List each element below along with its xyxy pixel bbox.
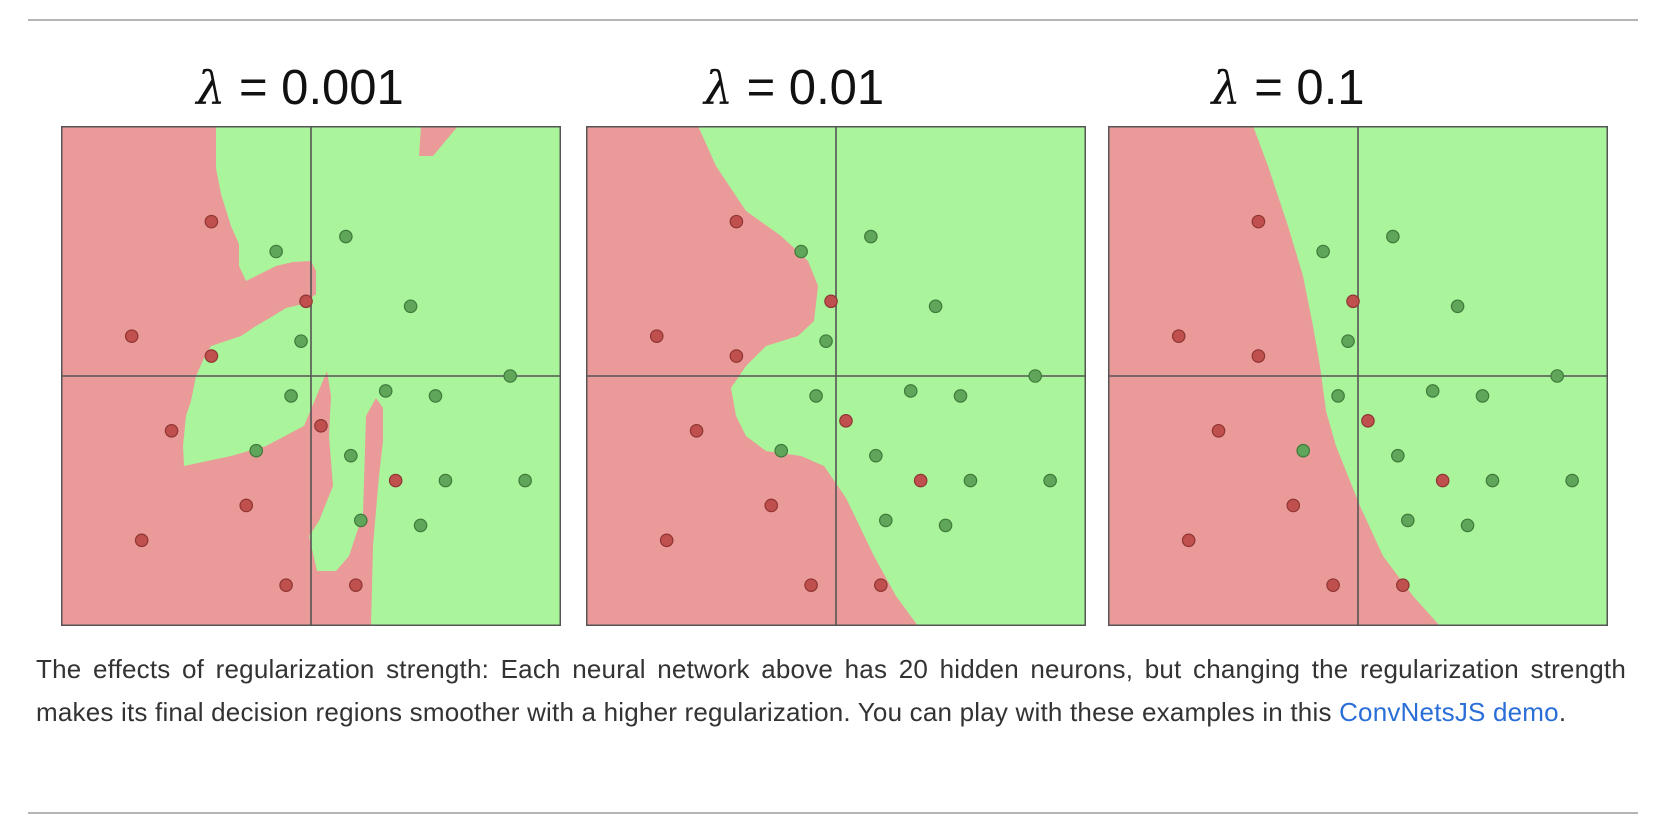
green-data-point: [249, 443, 264, 458]
green-data-point: [809, 389, 823, 403]
green-data-point: [294, 334, 308, 348]
green-data-point: [1565, 473, 1579, 488]
red-data-point: [874, 578, 888, 592]
red-data-point: [124, 329, 139, 343]
green-data-point: [1316, 244, 1330, 259]
red-data-point: [299, 294, 313, 309]
red-data-point: [134, 533, 149, 548]
top-divider: [28, 19, 1638, 21]
red-data-point: [839, 414, 853, 428]
figure-caption: The effects of regularization strength: …: [36, 648, 1626, 734]
green-data-point: [1028, 369, 1042, 383]
lambda-symbol: λ: [1211, 61, 1241, 115]
red-region: [419, 126, 458, 156]
red-region: [61, 126, 383, 626]
green-data-point: [774, 443, 789, 458]
red-data-point: [1251, 214, 1266, 229]
red-data-point: [204, 349, 219, 363]
green-data-point: [1550, 369, 1564, 383]
caption-text: The effects of regularization strength: …: [36, 654, 1626, 727]
red-data-point: [659, 533, 674, 548]
red-data-point: [204, 214, 219, 229]
green-data-point: [1341, 334, 1355, 348]
decision-plot-lambda-0.1: [1108, 126, 1608, 626]
caption-period: .: [1558, 697, 1567, 727]
panel-title-3: λ = 0.1: [1038, 58, 1538, 118]
red-data-point: [804, 578, 818, 592]
plot-frame: [1108, 126, 1608, 626]
plot-frame: [61, 126, 561, 626]
red-region: [586, 126, 918, 626]
green-data-point: [344, 448, 358, 463]
green-data-point: [269, 244, 283, 259]
green-data-point: [353, 513, 368, 528]
red-data-point: [1435, 473, 1450, 488]
green-data-point: [518, 473, 532, 488]
green-data-point: [403, 299, 418, 314]
red-data-point: [1171, 329, 1186, 343]
green-data-point: [938, 518, 953, 533]
green-data-point: [1296, 443, 1311, 458]
green-data-point: [1043, 473, 1057, 488]
green-data-point: [438, 473, 453, 488]
green-data-point: [413, 518, 428, 533]
green-data-point: [284, 389, 298, 403]
green-data-point: [953, 389, 968, 403]
green-data-point: [428, 389, 443, 403]
red-data-point: [349, 578, 363, 592]
red-data-point: [729, 349, 744, 363]
green-data-point: [1450, 299, 1465, 314]
green-data-point: [1391, 448, 1405, 463]
red-data-point: [1326, 578, 1340, 592]
convnetjs-demo-link[interactable]: ConvNetsJS demo: [1339, 697, 1559, 727]
red-data-point: [279, 578, 293, 592]
red-data-point: [1396, 578, 1410, 592]
red-data-point: [689, 423, 704, 438]
decision-plot-lambda-0.01: [586, 126, 1086, 626]
green-data-point: [1475, 389, 1490, 403]
decision-plot-lambda-0.001: [61, 126, 561, 626]
red-data-point: [1346, 294, 1360, 309]
green-data-point: [1331, 389, 1345, 403]
red-data-point: [388, 473, 403, 488]
title-value: = 0.001: [225, 61, 404, 115]
red-data-point: [649, 329, 664, 343]
red-data-point: [1286, 498, 1301, 513]
red-data-point: [164, 423, 179, 438]
green-data-point: [903, 384, 918, 398]
green-data-point: [878, 513, 893, 528]
green-data-point: [1460, 518, 1475, 533]
green-data-point: [963, 473, 978, 488]
green-data-point: [1400, 513, 1415, 528]
green-data-point: [864, 229, 878, 244]
green-data-point: [1386, 229, 1400, 244]
green-data-point: [503, 369, 517, 383]
red-data-point: [1211, 423, 1226, 438]
bottom-divider: [28, 812, 1638, 814]
red-data-point: [314, 418, 328, 433]
green-data-point: [378, 384, 393, 398]
green-data-point: [339, 229, 353, 244]
title-value: = 0.1: [1240, 61, 1365, 115]
plot-frame: [586, 126, 1086, 626]
green-data-point: [1485, 473, 1500, 488]
red-data-point: [764, 498, 779, 513]
red-data-point: [1181, 533, 1196, 548]
green-data-point: [928, 299, 943, 314]
green-data-point: [819, 334, 833, 348]
red-data-point: [1251, 349, 1266, 363]
red-data-point: [239, 498, 254, 513]
panel-title-1: λ = 0.001: [50, 58, 550, 118]
red-data-point: [729, 214, 744, 229]
title-value: = 0.01: [732, 61, 885, 115]
lambda-symbol: λ: [196, 61, 226, 115]
green-data-point: [869, 448, 883, 463]
panel-title-2: λ = 0.01: [544, 58, 1044, 118]
red-data-point: [824, 294, 838, 309]
red-data-point: [913, 473, 928, 488]
red-data-point: [1361, 414, 1375, 428]
green-data-point: [794, 244, 808, 259]
green-data-point: [1425, 384, 1440, 398]
lambda-symbol: λ: [703, 61, 733, 115]
